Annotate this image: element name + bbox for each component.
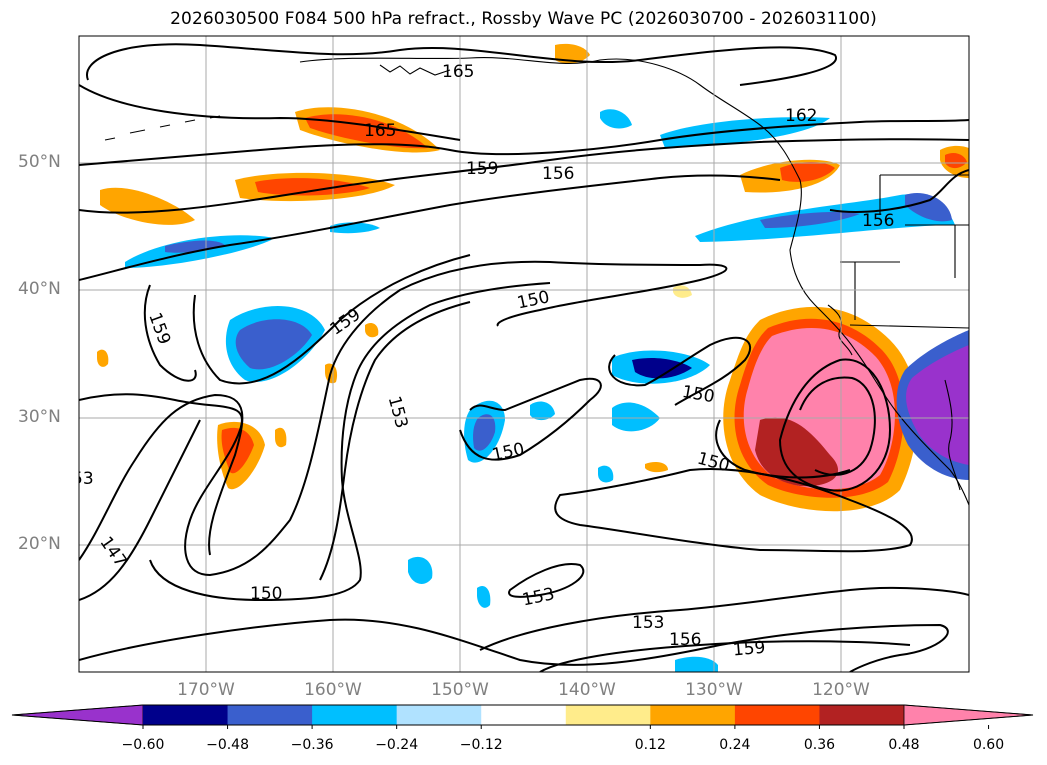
lon-label-160w: 160°W xyxy=(304,680,362,700)
coastlines xyxy=(104,57,969,506)
colorbar-tick-label: −0.36 xyxy=(290,737,334,753)
contour-label: 150 xyxy=(250,584,282,604)
lat-label-30n: 30°N xyxy=(18,407,61,427)
contour-label: 156 xyxy=(669,630,701,650)
contour-label: 153 xyxy=(632,613,664,633)
colorbar-extend-high xyxy=(903,704,1034,726)
graticule xyxy=(79,36,969,672)
colorbar xyxy=(11,704,1034,729)
contour-label: 165 xyxy=(364,121,396,141)
lon-label-140w: 140°W xyxy=(558,680,616,700)
lon-label-130w: 130°W xyxy=(685,680,743,700)
colorbar-cell xyxy=(481,705,567,725)
lon-label-170w: 170°W xyxy=(177,680,235,700)
map-title: 2026030500 F084 500 hPa refract., Rossby… xyxy=(170,9,877,29)
contour-label: 159 xyxy=(732,638,766,661)
lat-label-50n: 50°N xyxy=(18,152,61,172)
map-frame xyxy=(78,35,970,673)
colorbar-tick-label: −0.24 xyxy=(375,737,419,753)
colorbar-cell xyxy=(143,705,229,725)
colorbar-cell xyxy=(312,705,398,725)
colorbar-tick-label: −0.12 xyxy=(459,737,503,753)
colorbar-cell xyxy=(396,705,482,725)
lon-label-150w: 150°W xyxy=(431,680,489,700)
colorbar-tick-label: 0.36 xyxy=(803,737,836,753)
lat-label-20n: 20°N xyxy=(18,534,61,554)
contour-label: 159 xyxy=(466,159,498,179)
contour-label: 156 xyxy=(862,211,894,231)
contour-label: 156 xyxy=(542,164,574,184)
lat-label-40n: 40°N xyxy=(18,279,61,299)
colorbar-tick-label: 0.24 xyxy=(719,737,751,753)
map-plot: 165 165 162 159 156 156 159 150 159 150 … xyxy=(72,35,970,673)
contour-label: 162 xyxy=(785,106,817,126)
colorbar-cell xyxy=(227,705,313,725)
colorbar-tick-label: 0.48 xyxy=(888,737,920,753)
colorbar-cell xyxy=(565,705,651,725)
contour-label: 53 xyxy=(72,469,94,489)
colorbar-cell xyxy=(650,705,736,725)
colorbar-tick-label: −0.60 xyxy=(121,737,165,753)
colorbar-tick-label: −0.48 xyxy=(206,737,249,753)
colorbar-cell xyxy=(734,705,820,725)
contour-lines xyxy=(79,43,969,672)
colorbar-cells xyxy=(11,704,1034,729)
colorbar-tick-label: 0.12 xyxy=(634,737,666,753)
colorbar-cell xyxy=(819,705,905,725)
shaded-anomalies xyxy=(97,43,969,672)
colorbar-extend-low xyxy=(11,704,144,726)
lon-label-120w: 120°W xyxy=(812,680,870,700)
contour-label: 165 xyxy=(442,62,474,82)
colorbar-tick-label: 0.60 xyxy=(972,737,1005,753)
